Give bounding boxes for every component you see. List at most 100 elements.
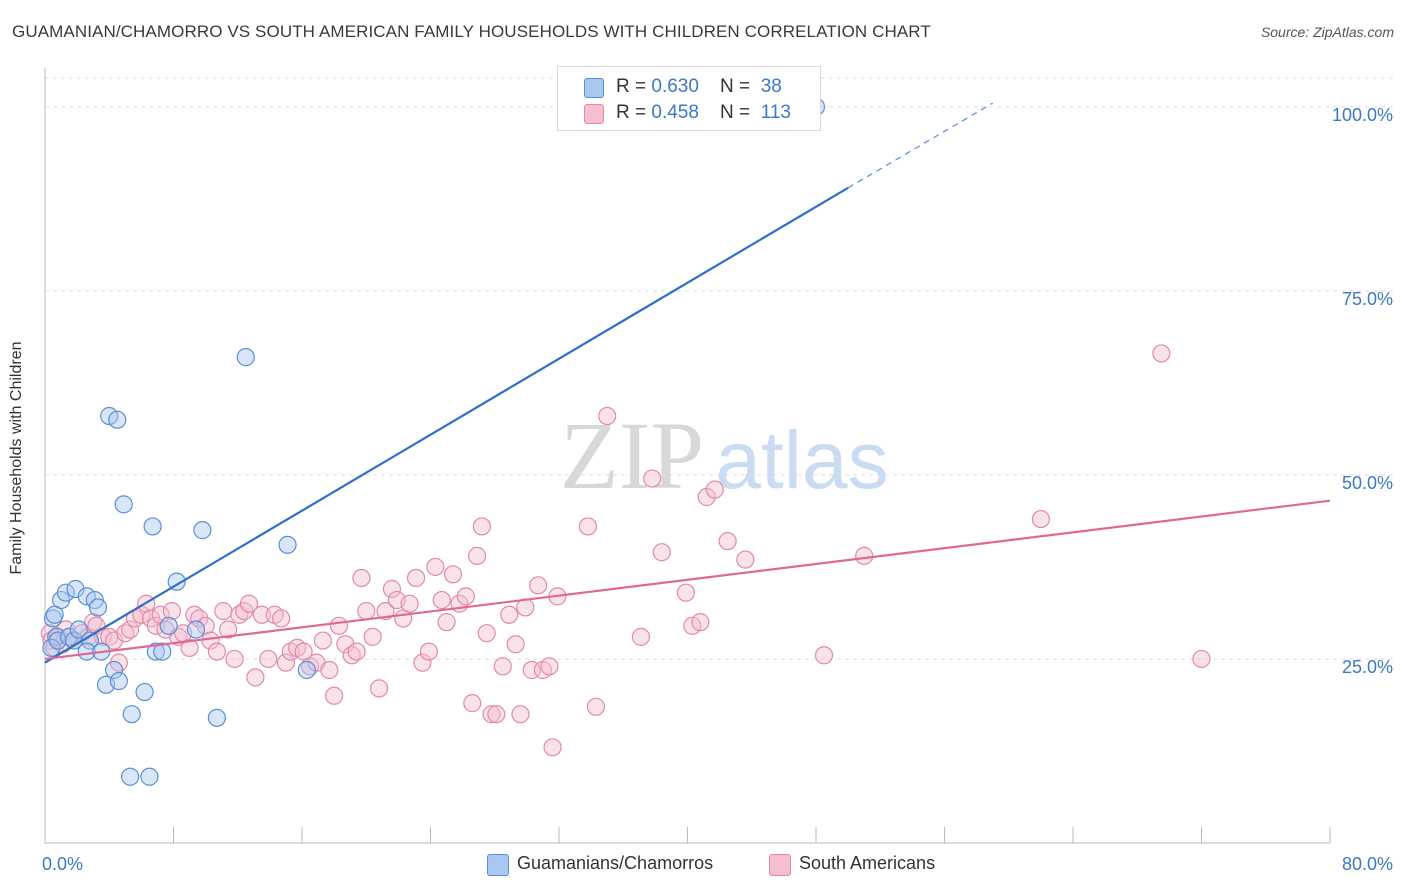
south-american-point	[456, 587, 475, 606]
watermark-zip: ZIP	[560, 402, 704, 509]
guamanian-point	[297, 660, 316, 680]
guamanian-point	[193, 521, 212, 540]
points-layer	[40, 97, 1211, 786]
guamanian-point	[135, 682, 154, 702]
south-american-point	[419, 642, 438, 661]
guamanian-point	[114, 495, 133, 514]
south-american-point	[511, 705, 530, 724]
south-american-point	[529, 576, 548, 595]
guamanian-point	[159, 616, 178, 635]
south-american-point	[121, 620, 140, 639]
south-american-point	[691, 613, 710, 632]
south-american-point	[718, 532, 737, 551]
south-american-point	[272, 609, 291, 628]
south-american-point	[578, 517, 598, 536]
south-american-swatch	[584, 104, 604, 124]
watermark: ZIP atlas	[560, 402, 889, 509]
guamanian-point	[48, 631, 67, 650]
south-american-point	[259, 649, 278, 669]
south-american-point	[400, 594, 419, 613]
south-american-point	[196, 616, 215, 635]
south-american-point	[477, 624, 496, 643]
south-american-point	[705, 480, 724, 499]
south-american-point	[676, 583, 695, 602]
y-tick-label: 75.0%	[1342, 289, 1393, 309]
south-american-point	[482, 705, 501, 724]
south-american-point	[357, 601, 376, 621]
trend-layer	[44, 102, 1331, 664]
south-american-point	[540, 657, 559, 676]
south-american-point	[586, 697, 606, 716]
stats-legend: R = 0.630 N = 38 R = 0.458 N = 113	[557, 66, 821, 131]
r-value: 0.458	[651, 102, 699, 123]
south-american-point	[1192, 649, 1211, 669]
south-american-point	[313, 631, 332, 650]
guamanian-legend-swatch	[487, 854, 509, 876]
guamanian-point	[77, 642, 96, 661]
south-american-point	[252, 605, 271, 624]
guamanian-point	[104, 660, 124, 680]
south-american-point	[426, 557, 445, 577]
south-american-point	[631, 627, 651, 646]
y-tick-label: 25.0%	[1342, 657, 1393, 677]
south-american-point	[320, 660, 339, 680]
south-american-point	[180, 638, 199, 658]
south-american-point	[1152, 344, 1171, 363]
south-american-point	[506, 635, 525, 654]
south-american-point	[239, 594, 259, 613]
south-american-point	[347, 642, 366, 661]
south-american-point	[190, 609, 209, 628]
south-american-point	[162, 601, 181, 621]
x-tick-label-min: 0.0%	[42, 854, 83, 874]
south-american-point	[736, 550, 755, 569]
guamanian-point	[186, 620, 206, 639]
legend-label: South Americans	[799, 853, 936, 873]
grid-layer	[45, 77, 1394, 660]
south-american-point	[219, 620, 238, 639]
y-tick-label: 50.0%	[1342, 473, 1393, 493]
guamanian-point	[167, 572, 186, 591]
south-american-point	[329, 616, 349, 635]
south-american-point	[855, 546, 874, 565]
south-american-point	[363, 627, 382, 646]
x-tick-label-max: 80.0%	[1342, 854, 1393, 874]
guamanian-swatch	[584, 78, 604, 98]
guamanian-point	[143, 517, 162, 536]
chart-title: GUAMANIAN/CHAMORRO VS SOUTH AMERICAN FAM…	[12, 22, 931, 41]
south-american-point	[406, 568, 426, 588]
south-american-point	[370, 679, 389, 698]
n-label: N =	[720, 76, 756, 97]
n-label: N =	[720, 102, 756, 123]
guamanian-point	[69, 620, 88, 639]
south-american-point	[472, 517, 491, 536]
guamanian-point	[140, 767, 159, 786]
south-american-point	[652, 543, 671, 562]
n-value: 38	[760, 76, 782, 97]
guamanian-point	[108, 410, 127, 429]
south-american-point	[146, 616, 165, 635]
y-tick-label: 100.0%	[1332, 105, 1393, 125]
south-american-point	[214, 601, 233, 621]
legend-label: Guamanians/Chamorros	[517, 853, 714, 873]
guamanian-point	[146, 642, 165, 661]
south-american-point	[432, 590, 451, 610]
south-american-point	[246, 668, 265, 687]
south-american-point	[207, 642, 226, 661]
south-american-point	[104, 631, 124, 650]
guamanian-point	[207, 708, 226, 727]
guamanian-point	[122, 705, 141, 724]
south-american-point	[336, 635, 355, 654]
guamanian-point	[88, 598, 108, 617]
south-american-point	[276, 653, 296, 672]
south-american-point	[437, 613, 456, 632]
r-label: R =	[616, 76, 652, 97]
south-american-point	[382, 579, 402, 599]
chart-source: Source: ZipAtlas.com	[1260, 24, 1394, 40]
south-american-point	[493, 657, 512, 676]
guamanian-point	[66, 579, 85, 599]
guamanian-trend-line	[44, 186, 849, 664]
south-american-point	[443, 565, 463, 584]
south-american-point	[500, 605, 519, 624]
south-american-point	[325, 686, 344, 705]
guamanian-point	[121, 767, 140, 786]
